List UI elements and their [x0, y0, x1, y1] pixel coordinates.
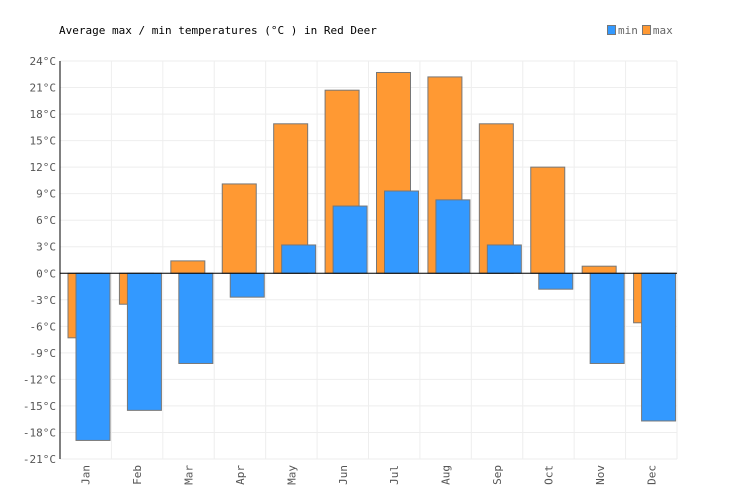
bar-max-mar: [170, 260, 206, 274]
y-tick-label: 18°C: [30, 108, 57, 121]
y-tick-label: 0°C: [36, 267, 56, 280]
y-tick-label: 12°C: [30, 161, 57, 174]
y-tick-label: 6°C: [36, 214, 56, 227]
x-tick-label: Dec: [645, 465, 658, 485]
y-tick-label: 15°C: [30, 135, 57, 148]
x-tick-label: Jul: [388, 465, 401, 485]
legend-item-max[interactable]: max: [641, 24, 673, 37]
x-tick-label: May: [285, 465, 298, 485]
bar-min-oct: [538, 272, 574, 290]
bar-max-apr: [221, 183, 257, 274]
legend: min max: [607, 24, 673, 37]
x-tick-label: Mar: [183, 465, 196, 485]
legend-swatch-max: [641, 25, 651, 35]
bar-min-mar: [178, 272, 214, 364]
bar-max-nov: [581, 265, 617, 274]
bar-min-may: [281, 244, 317, 274]
x-tick-label: Oct: [542, 465, 555, 485]
x-tick-label: Apr: [234, 465, 247, 485]
x-tick-label: Jun: [337, 465, 350, 485]
y-tick-label: -9°C: [30, 347, 57, 360]
y-tick-label: -18°C: [23, 426, 56, 439]
bar-min-sep: [486, 244, 522, 274]
bar-min-jun: [332, 205, 368, 274]
legend-label-min: min: [618, 24, 638, 37]
legend-item-min[interactable]: min: [607, 24, 638, 37]
x-tick-label: Nov: [594, 465, 607, 485]
bar-min-dec: [641, 272, 677, 422]
x-tick-label: Aug: [440, 465, 453, 485]
bar-max-oct: [530, 166, 566, 274]
y-tick-label: -21°C: [23, 453, 56, 466]
y-tick-label: 9°C: [36, 188, 56, 201]
bar-min-feb: [126, 272, 162, 411]
chart-title: Average max / min temperatures (°C ) in …: [59, 24, 377, 37]
y-tick-label: 24°C: [30, 55, 57, 68]
x-tick-label: Jan: [80, 465, 93, 485]
bar-min-nov: [589, 272, 625, 364]
y-tick-label: -6°C: [30, 320, 57, 333]
y-tick-label: -3°C: [30, 294, 57, 307]
y-tick-label: 3°C: [36, 241, 56, 254]
y-tick-label: 21°C: [30, 82, 57, 95]
bar-min-aug: [435, 199, 471, 274]
x-tick-label: Feb: [131, 465, 144, 485]
bar-min-jan: [75, 272, 111, 441]
x-tick-label: Sep: [491, 465, 504, 485]
legend-label-max: max: [652, 24, 673, 37]
y-tick-label: -15°C: [23, 400, 56, 413]
legend-swatch-min: [607, 25, 616, 35]
y-tick-label: -12°C: [23, 373, 56, 386]
bar-min-apr: [229, 272, 265, 298]
bar-min-jul: [384, 190, 419, 274]
